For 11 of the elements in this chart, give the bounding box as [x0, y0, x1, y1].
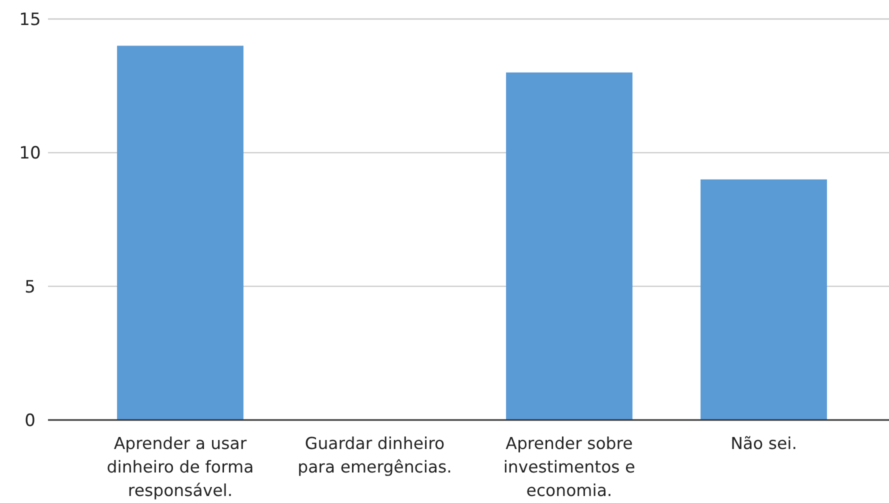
x-tick-label: Guardar dinheiro para emergências. — [298, 434, 452, 476]
y-tick-label: 5 — [24, 277, 36, 298]
x-tick-label: Aprender sobre investimentos e economia. — [503, 434, 636, 500]
bar — [117, 46, 244, 420]
y-tick-label: 0 — [24, 410, 36, 431]
y-tick-label: 15 — [19, 10, 41, 30]
bar — [506, 72, 632, 420]
x-tick-label: Aprender a usar dinheiro de forma responsável. — [106, 434, 254, 500]
x-tick-label: Não sei. — [730, 434, 797, 453]
bar — [700, 179, 827, 420]
y-tick-label: 10 — [19, 144, 41, 164]
